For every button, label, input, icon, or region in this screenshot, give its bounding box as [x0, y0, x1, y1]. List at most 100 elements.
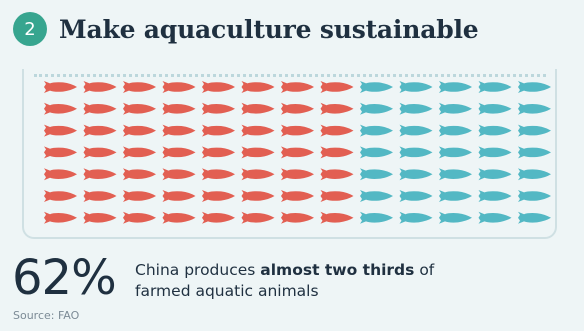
fish-icon — [320, 168, 354, 181]
fish-icon — [399, 124, 433, 137]
fish-icon — [478, 102, 512, 115]
fish-icon — [162, 211, 196, 224]
fish-icon — [162, 102, 196, 115]
fish-icon — [320, 102, 354, 115]
fish-icon — [123, 146, 156, 159]
fish-icon — [478, 146, 512, 159]
fish-icon — [360, 146, 393, 159]
fish-icon — [399, 102, 433, 115]
fish-icon — [399, 190, 433, 202]
fish-icon — [281, 146, 314, 159]
fish-icon — [44, 211, 77, 224]
fish-icon — [360, 124, 393, 137]
fish-icon — [123, 168, 156, 181]
fish-icon — [518, 102, 551, 115]
fish-icon — [478, 168, 512, 181]
fish-icon — [478, 124, 512, 137]
fish-icon — [281, 190, 314, 202]
fish-icon — [241, 102, 275, 115]
fish-icon — [399, 168, 433, 181]
fish-icon — [439, 102, 472, 115]
fish-icon — [202, 168, 235, 181]
fish-icon — [241, 211, 275, 224]
fish-icon — [320, 124, 354, 137]
fish-icon — [518, 81, 551, 93]
fish-icon — [518, 190, 551, 202]
fish-icon — [44, 81, 77, 93]
fish-icon — [241, 190, 275, 202]
source-note: Source: FAO — [13, 309, 80, 322]
fish-icon — [478, 211, 512, 224]
fish-icon — [202, 124, 235, 137]
fish-icon — [202, 81, 235, 93]
fish-icon — [83, 146, 117, 159]
caption-text-line2: farmed aquatic animals — [135, 282, 319, 300]
fish-icon — [202, 190, 235, 202]
header: 2 Make aquaculture sustainable — [13, 12, 479, 46]
fish-icon — [123, 211, 156, 224]
fish-icon — [123, 102, 156, 115]
fish-icon — [44, 146, 77, 159]
fish-icon — [83, 102, 117, 115]
caption-text-part1: China produces — [135, 261, 261, 279]
fish-icon — [518, 211, 551, 224]
fish-icon — [162, 81, 196, 93]
fish-icon — [360, 211, 393, 224]
fish-icon — [162, 146, 196, 159]
fish-icon — [44, 124, 77, 137]
fish-icon — [439, 81, 472, 93]
fish-icon — [44, 168, 77, 181]
fish-icon — [320, 190, 354, 202]
fish-icon — [44, 102, 77, 115]
caption: China produces almost two thirds of farm… — [135, 260, 434, 302]
fish-icon — [360, 190, 393, 202]
fish-icon — [478, 190, 512, 202]
fish-icon — [83, 124, 117, 137]
fish-icon — [360, 168, 393, 181]
fish-icon — [281, 81, 314, 93]
fish-icon — [439, 190, 472, 202]
fish-icon — [281, 168, 314, 181]
fish-icon — [241, 146, 275, 159]
step-number-badge: 2 — [13, 12, 47, 46]
caption-text-part2: of — [414, 261, 435, 279]
fish-icon — [281, 102, 314, 115]
page-title: Make aquaculture sustainable — [59, 14, 479, 44]
stat-value: 62% — [12, 250, 117, 306]
fish-icon — [360, 81, 393, 93]
fish-icon — [83, 81, 117, 93]
fish-icon — [83, 211, 117, 224]
fish-icon — [320, 146, 354, 159]
fish-icon — [241, 124, 275, 137]
fish-icon — [44, 190, 77, 202]
fish-icon — [241, 81, 275, 93]
fish-icon — [399, 211, 433, 224]
water-surface-line — [34, 74, 546, 77]
fish-icon — [439, 168, 472, 181]
fish-icon — [123, 81, 156, 93]
fish-icon — [202, 102, 235, 115]
fish-icon — [439, 124, 472, 137]
tank-outline — [22, 69, 557, 239]
fish-grid — [44, 81, 551, 224]
fish-icon — [518, 124, 551, 137]
fish-icon — [360, 102, 393, 115]
fish-icon — [162, 168, 196, 181]
fish-icon — [83, 168, 117, 181]
fish-icon — [399, 81, 433, 93]
fish-icon — [83, 190, 117, 202]
fish-icon — [399, 146, 433, 159]
fish-icon — [281, 124, 314, 137]
fish-icon — [162, 190, 196, 202]
fish-icon — [518, 146, 551, 159]
fish-icon — [281, 211, 314, 224]
fish-icon — [241, 168, 275, 181]
fish-icon — [123, 190, 156, 202]
fish-icon — [439, 146, 472, 159]
caption-text-bold: almost two thirds — [260, 261, 415, 279]
fish-icon — [320, 81, 354, 93]
fish-icon — [439, 211, 472, 224]
fish-icon — [478, 81, 512, 93]
fish-icon — [202, 146, 235, 159]
fish-icon — [202, 211, 235, 224]
